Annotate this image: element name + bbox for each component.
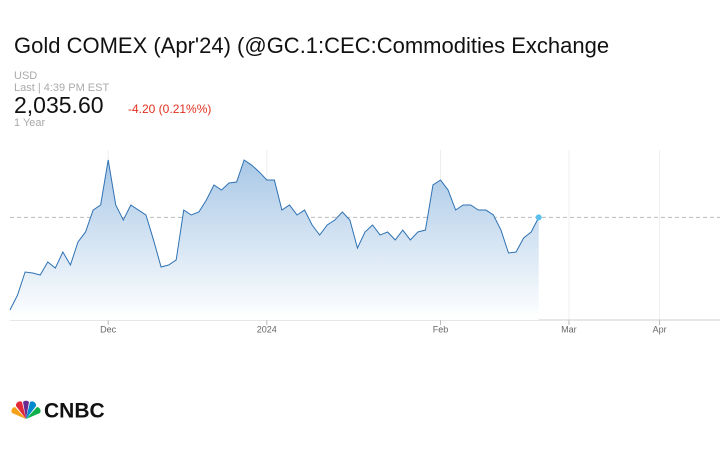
range-label: 1 Year	[14, 117, 46, 129]
logo-icon	[11, 400, 41, 419]
x-tick-label: Mar	[561, 324, 577, 334]
last-point	[535, 214, 542, 221]
x-tick-label: Feb	[433, 324, 449, 334]
area	[10, 160, 539, 320]
x-tick-label: Apr	[653, 324, 667, 334]
chart-title: Gold COMEX (Apr'24) (@GC.1:CEC:Commoditi…	[14, 33, 609, 58]
timestamp: Last | 4:39 PM EST	[14, 82, 109, 94]
currency: USD	[14, 70, 37, 82]
price-change: -4.20 (0.21%%)	[128, 102, 211, 116]
logo-text: CNBC	[44, 400, 105, 423]
last-price: 2,035.60	[14, 92, 104, 118]
line	[9, 159, 540, 311]
x-tick-label: 2024	[257, 324, 277, 334]
x-tick-label: Dec	[100, 324, 117, 334]
